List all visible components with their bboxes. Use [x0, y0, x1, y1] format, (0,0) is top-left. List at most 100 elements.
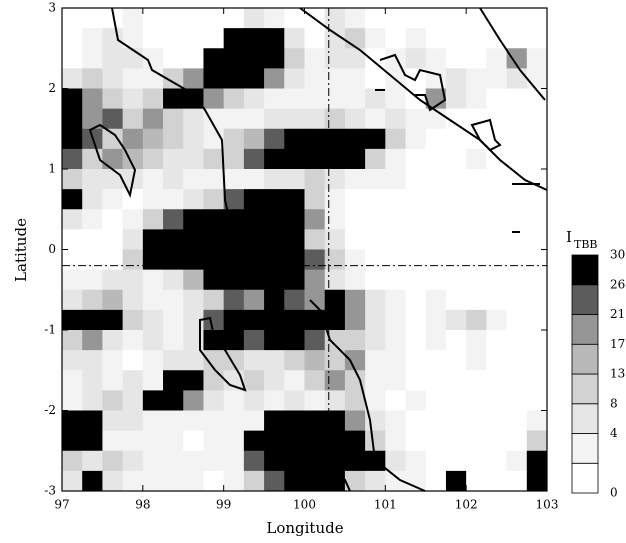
- cell: [506, 390, 528, 411]
- cell: [203, 370, 225, 391]
- cell: [486, 450, 508, 472]
- cell: [122, 128, 144, 150]
- cell: [102, 330, 124, 351]
- cell: [82, 390, 103, 411]
- cell: [365, 108, 386, 130]
- cell: [324, 229, 346, 250]
- cell: [122, 450, 144, 472]
- cell: [223, 249, 245, 271]
- cell: [264, 390, 285, 411]
- cell: [223, 470, 245, 492]
- cell: [122, 88, 144, 110]
- cell: [102, 390, 124, 411]
- cell: [183, 430, 204, 452]
- cell: [425, 410, 447, 432]
- cell: [264, 410, 285, 432]
- cell: [122, 430, 144, 452]
- cell: [506, 88, 528, 110]
- cell: [122, 370, 144, 391]
- cell: [223, 169, 245, 190]
- cell: [223, 48, 245, 69]
- axes: 97 98 99 100 101 102 103 -3 -2 -1 0 1 2 3: [44, 1, 558, 512]
- cell: [142, 370, 164, 391]
- cell: [324, 470, 346, 492]
- cell: [466, 68, 487, 89]
- cell: [486, 430, 508, 452]
- cell: [142, 8, 164, 29]
- cell: [203, 470, 225, 492]
- cell: [82, 269, 103, 291]
- cell: [324, 48, 346, 69]
- cell: [445, 390, 467, 411]
- cell: [324, 450, 346, 472]
- cell: [82, 450, 103, 472]
- cell: [142, 108, 164, 130]
- cell: [304, 370, 326, 391]
- cell: [243, 128, 265, 150]
- cell: [405, 430, 427, 452]
- y-tick-label: 2: [48, 81, 56, 95]
- cell: [385, 410, 407, 432]
- cell: [506, 370, 528, 391]
- cell: [243, 88, 265, 110]
- cell: [445, 350, 467, 371]
- cell: [385, 390, 407, 411]
- cell: [102, 8, 124, 29]
- cell: [142, 450, 164, 472]
- cell: [142, 309, 164, 331]
- cell: [203, 209, 225, 230]
- x-tick-label: 101: [374, 498, 397, 512]
- cell: [466, 169, 487, 190]
- cell: [62, 450, 83, 472]
- cell: [425, 309, 447, 331]
- cell: [223, 68, 245, 89]
- cell: [324, 309, 346, 331]
- cell: [142, 249, 164, 271]
- cell: [122, 28, 144, 49]
- cell: [82, 169, 103, 190]
- cell: [183, 289, 204, 311]
- cell: [102, 88, 124, 110]
- cell: [223, 189, 245, 210]
- colorbar-tick-label: 8: [610, 396, 618, 410]
- contour: [111, 7, 261, 246]
- cell: [344, 209, 366, 230]
- cell: [82, 229, 103, 250]
- cell: [82, 249, 103, 271]
- cell: [82, 330, 103, 351]
- cell: [62, 128, 83, 150]
- cell: [365, 350, 386, 371]
- cell: [203, 189, 225, 210]
- contour: [479, 7, 546, 101]
- cell: [243, 68, 265, 89]
- cell: [486, 309, 508, 331]
- cell: [344, 430, 366, 452]
- cell: [304, 28, 326, 49]
- cell: [405, 229, 427, 250]
- cell: [486, 48, 508, 69]
- cell: [284, 350, 305, 371]
- cell: [183, 68, 204, 89]
- cell: [365, 470, 386, 492]
- cell: [142, 229, 164, 250]
- cell: [365, 209, 386, 230]
- cell: [304, 189, 326, 210]
- cell: [183, 330, 204, 351]
- cell: [486, 108, 508, 130]
- cell: [82, 8, 103, 29]
- cell: [264, 28, 285, 49]
- cell: [445, 209, 467, 230]
- colorbar-box: [571, 284, 599, 315]
- cell: [102, 48, 124, 69]
- cell: [82, 410, 103, 432]
- cell: [445, 430, 467, 452]
- cell: [264, 289, 285, 311]
- cell: [243, 209, 265, 230]
- cell: [203, 249, 225, 271]
- cell: [102, 209, 124, 230]
- cell: [486, 189, 508, 210]
- cell: [203, 88, 225, 110]
- colorbar-label: I: [566, 228, 572, 246]
- cell: [506, 430, 528, 452]
- cell: [163, 48, 184, 69]
